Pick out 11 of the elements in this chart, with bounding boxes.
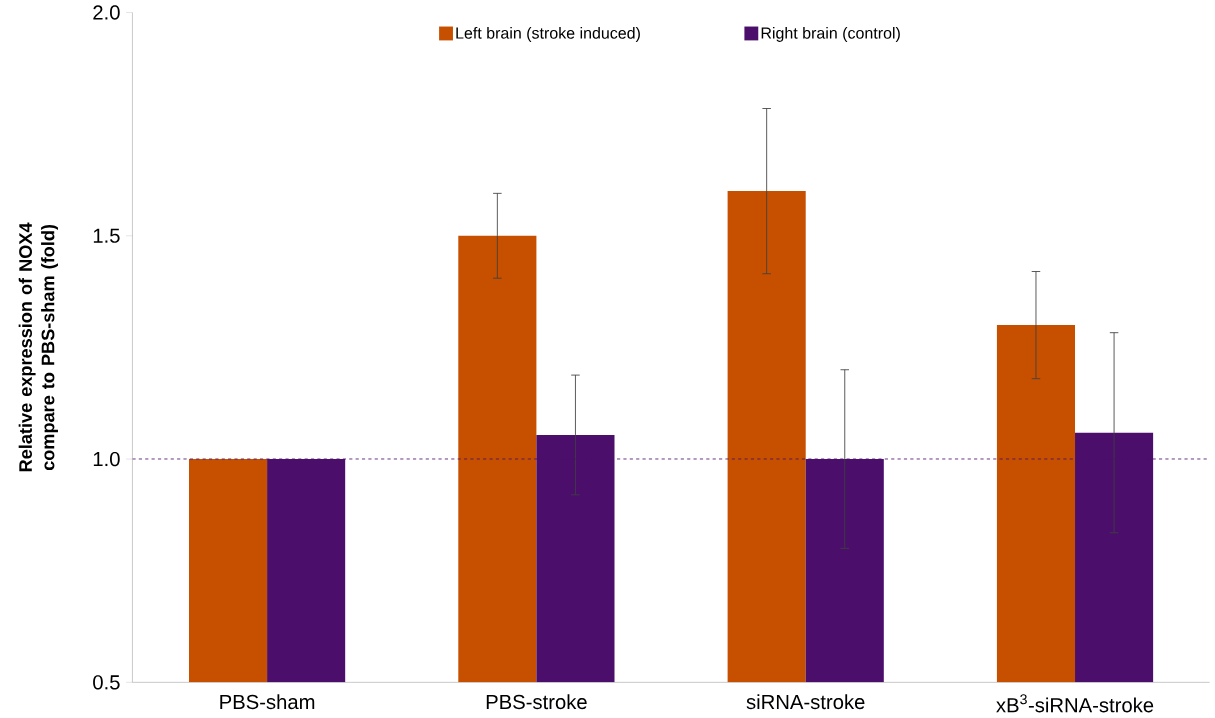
x-tick-label: PBS-stroke	[486, 694, 587, 710]
y-tick-label: 1.0	[93, 452, 120, 467]
y-tick-label: 2.0	[93, 5, 120, 20]
y-tick-label: 1.5	[93, 228, 120, 243]
legend-label: Right brain (control)	[761, 27, 900, 43]
x-tick-label: PBS-sham	[220, 694, 315, 710]
y-axis-title: Relative expression of NOX4 compare to PBS-sham (fold)	[18, 222, 58, 472]
y-tick-label: 0.5	[93, 675, 120, 690]
x-tick-label: siRNA-stroke	[746, 694, 865, 710]
legend-label: Left brain (stroke induced)	[456, 27, 640, 43]
x-tick-label: xB$^{3}$-siRNA-stroke	[996, 694, 1154, 713]
